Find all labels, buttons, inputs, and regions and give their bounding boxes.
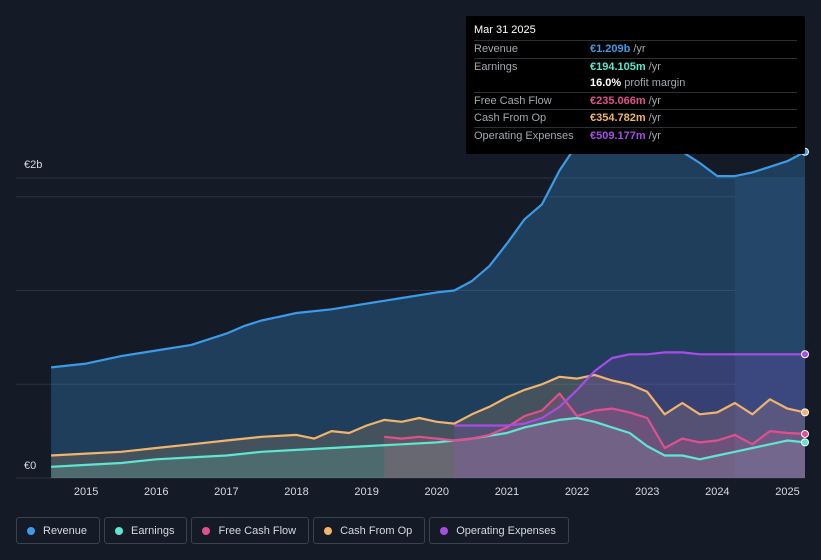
legend-item-operating-expenses[interactable]: Operating Expenses [429,517,569,544]
x-tick-label: 2017 [214,486,238,498]
tooltip-row: Earnings €194.105m/yr [474,57,797,76]
tooltip-row: Operating Expenses €509.177m/yr [474,126,797,145]
tooltip-row-value: €1.209b [590,43,631,56]
legend-item-revenue[interactable]: Revenue [16,517,101,544]
area-operating-expenses [454,352,805,478]
legend-item-earnings[interactable]: Earnings [104,517,188,544]
legend-label: Earnings [131,524,175,537]
legend-label: Cash From Op [340,524,413,537]
data-tooltip: Mar 31 2025 Revenue €1.209b/yr Earnings €19… [466,16,805,154]
tooltip-row-label: Free Cash Flow [474,94,552,107]
legend-item-free-cash-flow[interactable]: Free Cash Flow [191,517,310,544]
tooltip-row-value: 16.0% [590,77,622,90]
x-tick-label: 2025 [775,486,799,498]
line-earnings [51,416,806,468]
tooltip-row-unit: /yr [648,129,661,142]
x-axis-ticks: 2015 2016 2017 2018 2019 2020 2021 2022 2023 2024… [74,486,800,498]
x-tick-label: 2016 [144,486,168,498]
tooltip-row: Cash From Op €354.782m/yr [474,109,797,127]
tooltip-row: Revenue €1.209b/yr [474,40,797,58]
legend-dot-icon [27,526,35,535]
legend-label: Revenue [43,524,88,537]
area-revenue [51,104,806,479]
tooltip-row-unit: /yr [633,43,646,56]
tooltip-row-unit: /yr [648,94,661,107]
y-axis-zero-label: €0 [24,460,37,472]
x-tick-label: 2024 [705,486,729,498]
line-revenue [50,103,806,369]
area-cash-from-op [51,374,806,478]
tooltip-row-label: Cash From Op [474,112,547,125]
tooltip-row-label: Revenue [474,43,519,56]
line-free-cash-flow [384,392,806,450]
tooltip-row-unit: /yr [648,60,661,73]
x-tick-label: 2015 [74,486,98,498]
tooltip-row-value: €354.782m [590,112,646,125]
endpoint-earnings [801,438,809,447]
series-lines [50,103,806,468]
tooltip-row-value: €509.177m [590,129,646,142]
forecast-highlight-band [734,178,805,478]
tooltip-row-unit: /yr [648,112,661,125]
x-tick-label: 2022 [565,486,589,498]
line-operating-expenses [454,351,805,427]
legend-dot-icon [440,526,449,535]
x-tick-label: 2023 [635,486,659,498]
legend-dot-icon [202,526,211,535]
tooltip-date: Mar 31 2025 [474,24,536,36]
line-cash-from-op [51,373,806,457]
grid-lines [16,177,805,479]
x-tick-label: 2019 [354,486,378,498]
chart-legend: Revenue Earnings Free Cash Flow Cash From O… [16,517,569,544]
tooltip-row-label: Earnings [474,60,518,73]
tooltip-row: Free Cash Flow €235.066m/yr [474,91,797,110]
tooltip-row-label: Operating Expenses [474,129,574,142]
area-free-cash-flow [384,393,805,478]
highlight-band [734,178,805,478]
legend-dot-icon [324,526,333,535]
legend-dot-icon [115,526,124,535]
endpoint-operating-expenses [801,350,809,359]
tooltip-row: 16.0% profit margin [474,75,797,92]
endpoint-cash-from-op [801,408,809,417]
tooltip-row-value: €235.066m [590,94,646,107]
series-areas [51,104,806,479]
y-axis-top-label: €2b [24,159,43,171]
legend-item-cash-from-op[interactable]: Cash From Op [313,517,426,544]
legend-label: Free Cash Flow [218,524,297,537]
tooltip-row-value: €194.105m [590,60,646,73]
endpoint-free-cash-flow [801,429,809,438]
legend-label: Operating Expenses [456,524,556,537]
x-tick-label: 2021 [495,486,519,498]
x-tick-label: 2020 [425,486,449,498]
tooltip-row-unit: profit margin [624,77,686,90]
x-tick-label: 2018 [284,486,308,498]
area-earnings [51,418,806,478]
